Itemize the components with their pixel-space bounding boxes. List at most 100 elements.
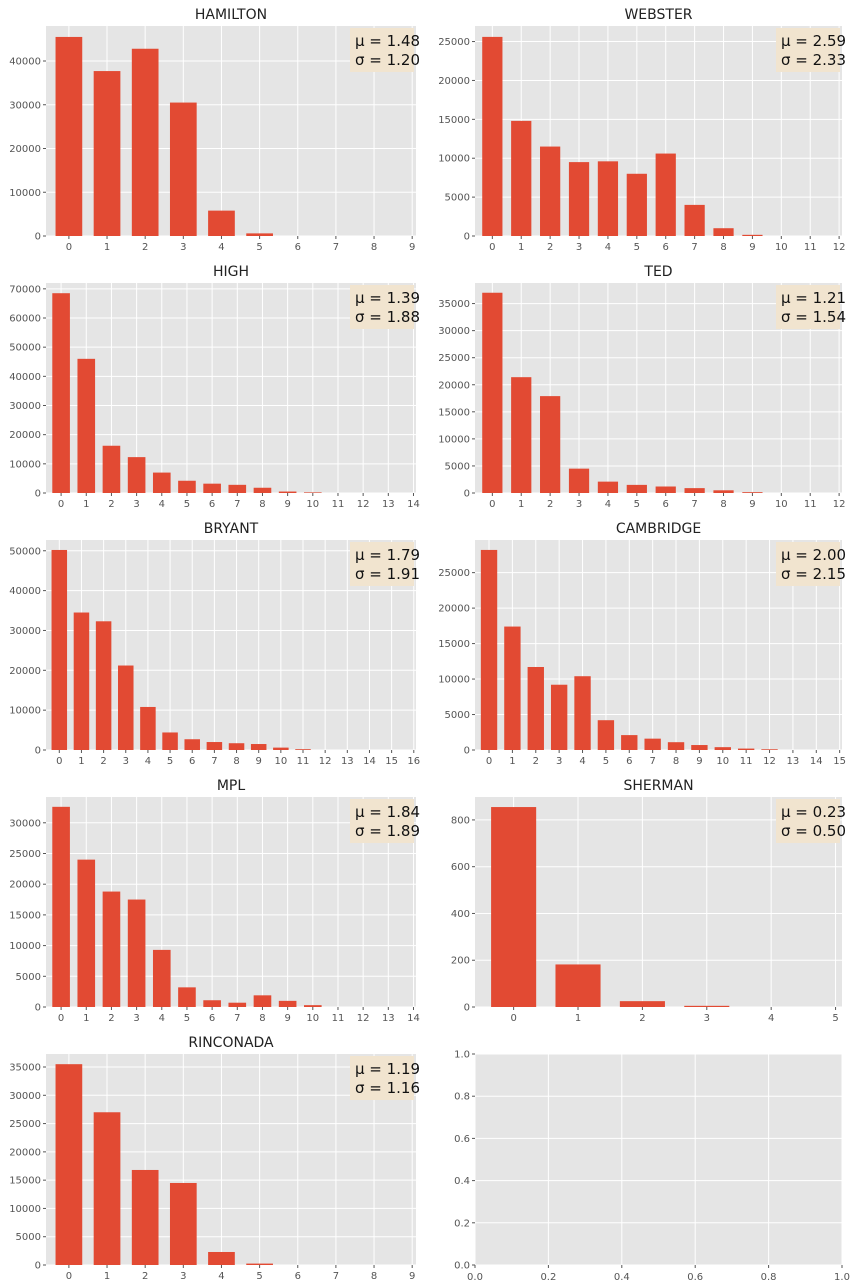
bar bbox=[73, 612, 90, 750]
subplot-title: HIGH bbox=[213, 264, 249, 280]
x-tick-label: 15 bbox=[385, 756, 398, 767]
y-tick-label: 0.4 bbox=[454, 1176, 470, 1187]
bar bbox=[555, 964, 601, 1007]
x-tick-label: 2 bbox=[547, 499, 553, 510]
y-tick-label: 15000 bbox=[438, 115, 470, 126]
y-tick-label: 20000 bbox=[438, 380, 470, 391]
x-tick-label: 3 bbox=[133, 499, 139, 510]
bar bbox=[491, 807, 537, 1007]
bar bbox=[504, 626, 521, 750]
bar bbox=[250, 744, 267, 750]
x-tick-label: 5 bbox=[184, 1013, 190, 1024]
x-tick-label: 2 bbox=[108, 499, 114, 510]
bar bbox=[228, 484, 247, 493]
plot-area bbox=[475, 1054, 842, 1265]
y-tick-label: 0 bbox=[464, 489, 470, 500]
bar bbox=[691, 745, 708, 750]
x-tick-label: 6 bbox=[626, 756, 632, 767]
bar bbox=[303, 1005, 322, 1007]
bar bbox=[152, 472, 171, 493]
y-tick-label: 25000 bbox=[9, 849, 41, 860]
x-tick-label: 9 bbox=[284, 499, 290, 510]
y-tick-label: 0.0 bbox=[454, 1261, 470, 1272]
bar bbox=[714, 747, 731, 750]
x-tick-label: 0.8 bbox=[761, 1272, 777, 1283]
x-tick-label: 8 bbox=[259, 499, 265, 510]
x-tick-label: 0 bbox=[486, 756, 492, 767]
x-tick-label: 10 bbox=[306, 499, 319, 510]
x-tick-label: 0 bbox=[489, 499, 495, 510]
bar bbox=[742, 492, 763, 493]
bar bbox=[761, 749, 778, 750]
x-tick-label: 10 bbox=[306, 1013, 319, 1024]
y-tick-label: 30000 bbox=[9, 100, 41, 111]
stats-box bbox=[350, 28, 414, 72]
y-tick-label: 0.8 bbox=[454, 1092, 470, 1103]
y-tick-label: 30000 bbox=[9, 818, 41, 829]
x-tick-label: 6 bbox=[663, 499, 669, 510]
bar bbox=[480, 549, 498, 750]
mean-label: μ = 0.23 bbox=[781, 803, 846, 821]
stats-box bbox=[776, 285, 840, 329]
x-tick-label: 12 bbox=[357, 499, 370, 510]
y-tick-label: 20000 bbox=[9, 1147, 41, 1158]
y-tick-label: 25000 bbox=[438, 353, 470, 364]
x-tick-label: 13 bbox=[341, 756, 354, 767]
bar bbox=[550, 684, 568, 750]
mean-label: μ = 2.00 bbox=[781, 546, 846, 564]
x-tick-label: 12 bbox=[833, 499, 846, 510]
stats-box bbox=[350, 799, 414, 843]
x-tick-label: 1 bbox=[575, 1013, 581, 1024]
x-tick-label: 5 bbox=[256, 1271, 262, 1282]
y-tick-label: 10000 bbox=[438, 154, 470, 165]
x-tick-label: 3 bbox=[180, 242, 186, 253]
y-tick-label: 0 bbox=[464, 1003, 470, 1014]
x-tick-label: 2 bbox=[639, 1013, 645, 1024]
bar bbox=[51, 549, 68, 750]
std-label: σ = 1.16 bbox=[355, 1079, 420, 1097]
x-tick-label: 16 bbox=[407, 756, 420, 767]
bar bbox=[667, 742, 685, 750]
x-tick-label: 12 bbox=[763, 756, 776, 767]
x-tick-label: 1 bbox=[518, 242, 524, 253]
y-tick-label: 10000 bbox=[9, 941, 41, 952]
bar bbox=[246, 1263, 273, 1265]
y-tick-label: 10000 bbox=[9, 459, 41, 470]
bar bbox=[131, 48, 159, 236]
bar bbox=[597, 720, 615, 750]
y-tick-label: 10000 bbox=[9, 706, 41, 717]
y-tick-label: 15000 bbox=[438, 407, 470, 418]
bar bbox=[118, 665, 134, 750]
subplot-title: CAMBRIDGE bbox=[616, 521, 701, 537]
subplot-rinconada: 0 5000 10000 15000 20000 25000 30000 35000 0 1 2 3 4… bbox=[9, 1035, 420, 1282]
x-tick-label: 0 bbox=[66, 1271, 72, 1282]
subplot-empty: 0.00.0 0.2 0.2 0.4 0.4 0.6 0.6 0.8 0.8 1.0 1.0 bbox=[454, 1050, 850, 1284]
x-tick-label: 12 bbox=[833, 242, 846, 253]
x-tick-label: 0.2 bbox=[540, 1272, 556, 1283]
x-tick-label: 0 bbox=[66, 242, 72, 253]
y-tick-label: 600 bbox=[451, 862, 470, 873]
x-tick-label: 0 bbox=[58, 499, 64, 510]
x-tick-label: 5 bbox=[832, 1013, 838, 1024]
std-label: σ = 2.33 bbox=[781, 51, 846, 69]
y-tick-label: 1.0 bbox=[454, 1050, 470, 1061]
bar bbox=[178, 987, 196, 1007]
x-tick-label: 1 bbox=[83, 1013, 89, 1024]
x-tick-label: 11 bbox=[804, 242, 817, 253]
bar bbox=[713, 228, 734, 236]
std-label: σ = 1.88 bbox=[355, 308, 420, 326]
x-tick-label: 5 bbox=[634, 242, 640, 253]
y-tick-label: 20000 bbox=[438, 76, 470, 87]
bar bbox=[482, 36, 503, 237]
y-tick-label: 20000 bbox=[9, 880, 41, 891]
bar bbox=[246, 233, 273, 236]
x-tick-label: 11 bbox=[332, 1013, 345, 1024]
y-tick-label: 200 bbox=[451, 956, 470, 967]
x-tick-label: 6 bbox=[209, 1013, 215, 1024]
x-tick-label: 13 bbox=[382, 1013, 395, 1024]
bar bbox=[77, 358, 96, 493]
bar bbox=[511, 120, 532, 236]
subplot-title: TED bbox=[643, 264, 672, 280]
x-tick-label: 2 bbox=[108, 1013, 114, 1024]
